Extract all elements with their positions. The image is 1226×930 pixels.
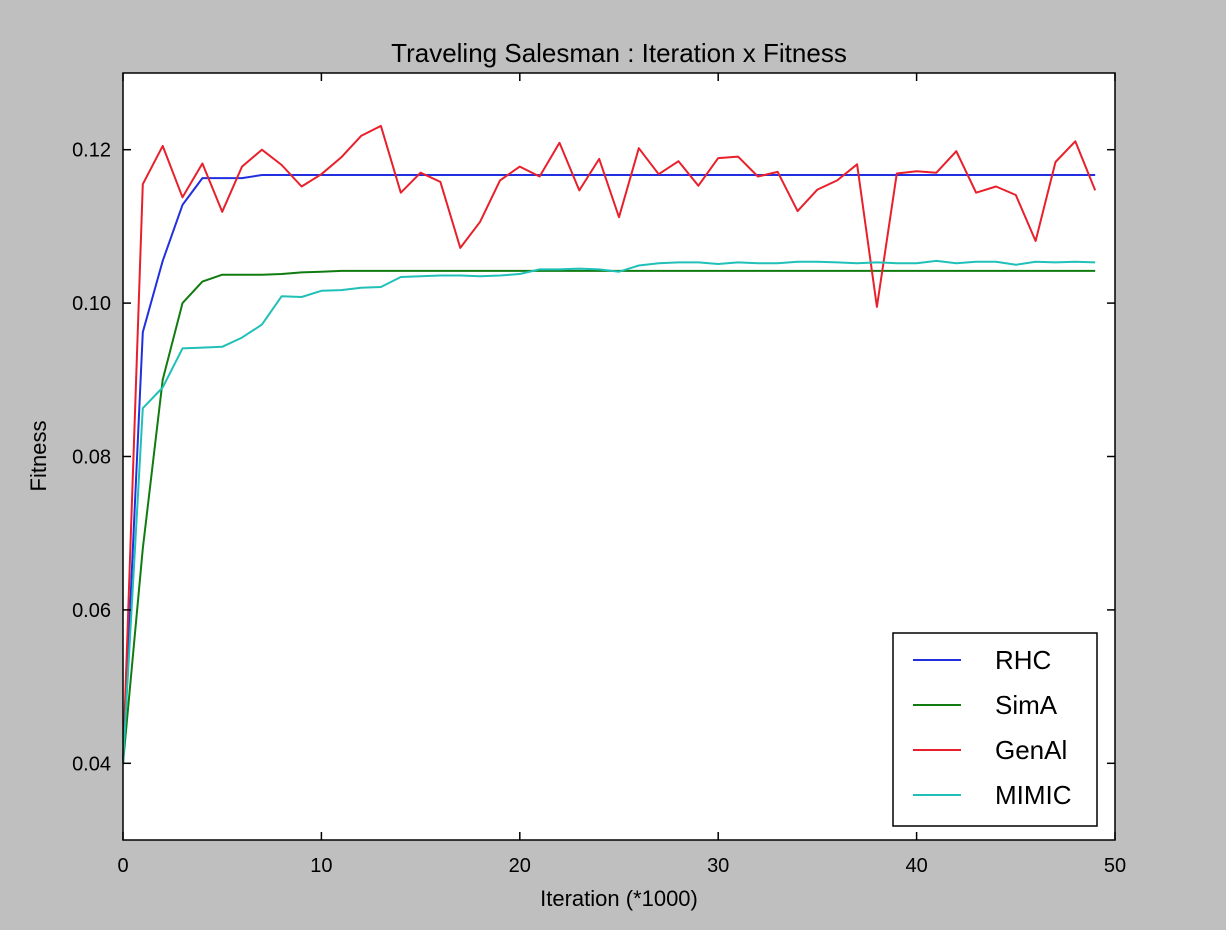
legend-label-rhc: RHC [995,645,1051,675]
series-line-rhc [122,174,1096,764]
ticks-layer: 0 10 20 30 40 50 0.04 0.06 0.08 0.10 0.12 [72,73,1126,877]
legend-box [892,632,1098,827]
x-tick-label: 40 [905,855,927,877]
series-line-mimic [122,259,1096,764]
y-tick-label: 0.12 [72,140,111,162]
legend-label-mimic: MIMIC [995,780,1072,810]
series-layer [122,124,1097,764]
series-line-genal [122,124,1097,764]
x-tick-label: 30 [707,855,729,877]
x-tick-label: 10 [310,855,332,877]
y-tick-label: 0.04 [72,753,111,775]
legend: RHC SimA GenAl MIMIC [892,632,1098,827]
x-tick-label: 20 [509,855,531,877]
legend-label-sima: SimA [995,690,1058,720]
chart-title: Traveling Salesman : Iteration x Fitness [391,38,847,68]
y-tick-label: 0.10 [72,293,111,315]
y-axis-title: Fitness [26,421,51,492]
x-tick-label: 50 [1104,855,1126,877]
y-tick-label: 0.08 [72,447,111,469]
y-tick-label: 0.06 [72,600,111,622]
legend-label-genal: GenAl [995,735,1067,765]
x-axis-title: Iteration (*1000) [540,886,698,911]
x-tick-label: 0 [117,855,128,877]
